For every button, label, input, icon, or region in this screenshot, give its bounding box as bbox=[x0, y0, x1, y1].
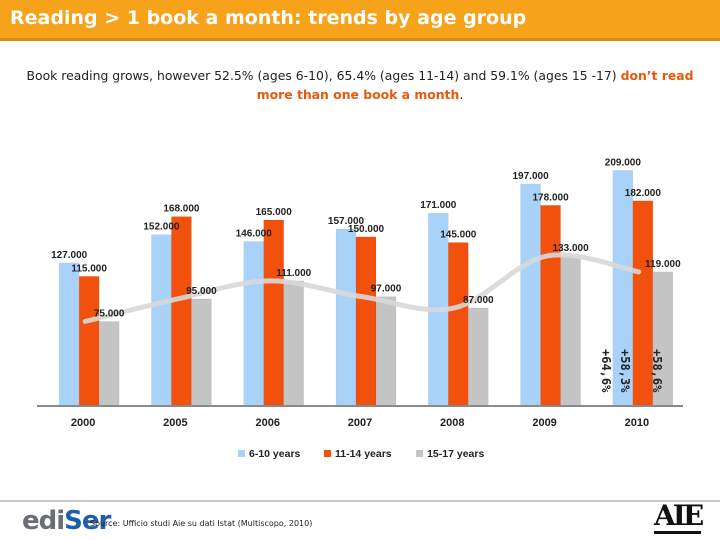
footer-divider bbox=[0, 500, 720, 502]
data-label: 182.000 bbox=[625, 188, 662, 199]
subtitle-emphasis: don’t read more than one book a month bbox=[256, 68, 694, 102]
data-label: 75.000 bbox=[94, 308, 125, 319]
data-label: 119.000 bbox=[645, 259, 681, 270]
legend-label: 11-14 years bbox=[335, 448, 392, 460]
trend-line bbox=[82, 252, 642, 324]
data-label: 127.000 bbox=[51, 250, 88, 261]
legend-swatch bbox=[324, 450, 331, 457]
bar-chart: 127.000 115.000 75.000 152.000 168.000 95.000… bbox=[37, 157, 683, 460]
bar bbox=[98, 321, 120, 407]
data-label: 150.000 bbox=[348, 224, 385, 235]
x-tick-label: 2009 bbox=[532, 417, 556, 429]
bar bbox=[283, 280, 304, 407]
x-tick-label: 2005 bbox=[163, 417, 187, 429]
bar bbox=[540, 205, 561, 407]
data-label: 178.000 bbox=[532, 192, 569, 203]
bar bbox=[355, 236, 377, 407]
data-label: 146.000 bbox=[236, 228, 273, 239]
source-note: Source: Ufficio studi Aie su dati Istat … bbox=[90, 519, 313, 528]
data-label: 209.000 bbox=[605, 157, 642, 168]
ediser-logo: ediSer bbox=[22, 506, 111, 536]
x-tick-label: 2006 bbox=[255, 417, 279, 429]
data-label: 152.000 bbox=[143, 222, 180, 233]
bar bbox=[263, 219, 284, 407]
data-label: 97.000 bbox=[371, 284, 402, 295]
x-tick-label: 2008 bbox=[440, 417, 464, 429]
bar bbox=[58, 262, 80, 407]
ediser-logo-part2: Ser bbox=[64, 506, 111, 536]
legend-swatch bbox=[416, 450, 424, 457]
x-tick-label: 2007 bbox=[348, 417, 372, 429]
bar bbox=[560, 255, 581, 407]
growth-annotation: +58,3% bbox=[618, 349, 632, 393]
bar bbox=[375, 296, 397, 407]
data-label: 133.000 bbox=[552, 243, 589, 254]
data-label: 165.000 bbox=[256, 207, 293, 218]
data-label: 168.000 bbox=[163, 204, 200, 215]
page-title: Reading > 1 book a month: trends by age … bbox=[10, 7, 527, 29]
bar bbox=[468, 307, 489, 407]
legend-label: 6-10 years bbox=[249, 448, 301, 460]
bar bbox=[243, 241, 264, 407]
growth-annotation: +64,6% bbox=[599, 349, 613, 393]
subtitle-end: . bbox=[459, 87, 464, 102]
bar bbox=[335, 228, 357, 407]
bar bbox=[191, 298, 212, 407]
x-tick-label: 2010 bbox=[625, 417, 649, 429]
data-label: 95.000 bbox=[186, 286, 217, 297]
subtitle-text: Book reading grows, however 52.5% (ages … bbox=[26, 68, 621, 83]
ediser-logo-part1: edi bbox=[22, 506, 65, 536]
bar bbox=[520, 183, 541, 407]
aie-logo: AIE bbox=[654, 499, 704, 534]
data-label: 197.000 bbox=[512, 171, 549, 182]
data-label: 87.000 bbox=[463, 295, 494, 306]
data-label: 171.000 bbox=[420, 200, 457, 211]
data-label: 111.000 bbox=[276, 268, 311, 279]
bar bbox=[151, 234, 172, 407]
chart-subtitle: Book reading grows, however 52.5% (ages … bbox=[20, 66, 700, 104]
data-label: 145.000 bbox=[440, 230, 477, 241]
data-label: 157.000 bbox=[328, 216, 365, 227]
x-tick-label: 2000 bbox=[71, 417, 95, 429]
legend-swatch bbox=[238, 450, 245, 457]
bar bbox=[632, 200, 654, 407]
title-bar: Reading > 1 book a month: trends by age … bbox=[0, 0, 720, 41]
growth-annotation: +58,6% bbox=[650, 349, 664, 393]
data-label: 115.000 bbox=[71, 263, 107, 274]
bar bbox=[171, 216, 192, 407]
bar bbox=[78, 276, 100, 407]
bar bbox=[448, 242, 469, 407]
legend-label: 15-17 years bbox=[427, 448, 484, 460]
